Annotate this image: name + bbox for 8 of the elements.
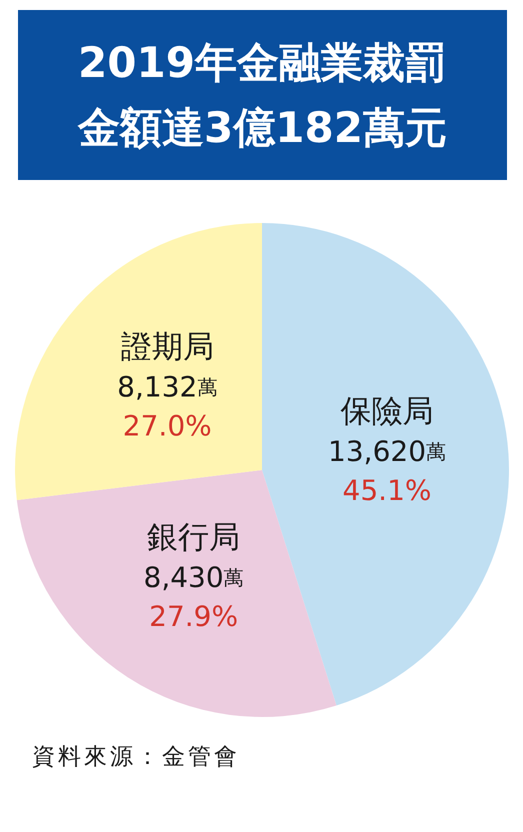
slice-label: 銀行局 xyxy=(147,519,240,556)
data-label: 8,430萬 27.9% xyxy=(144,560,244,633)
data-label: 13,620萬 45.1% xyxy=(328,435,446,508)
slice-label: 證期局 xyxy=(120,329,214,366)
slice-label: 保險局 xyxy=(340,394,434,430)
source-note: 資料來源：金管會 xyxy=(32,743,240,772)
data-label: 8,132萬 27.0% xyxy=(117,370,218,443)
chart-title: 2019年金融業裁罰金額達3億182萬元 xyxy=(76,37,448,154)
